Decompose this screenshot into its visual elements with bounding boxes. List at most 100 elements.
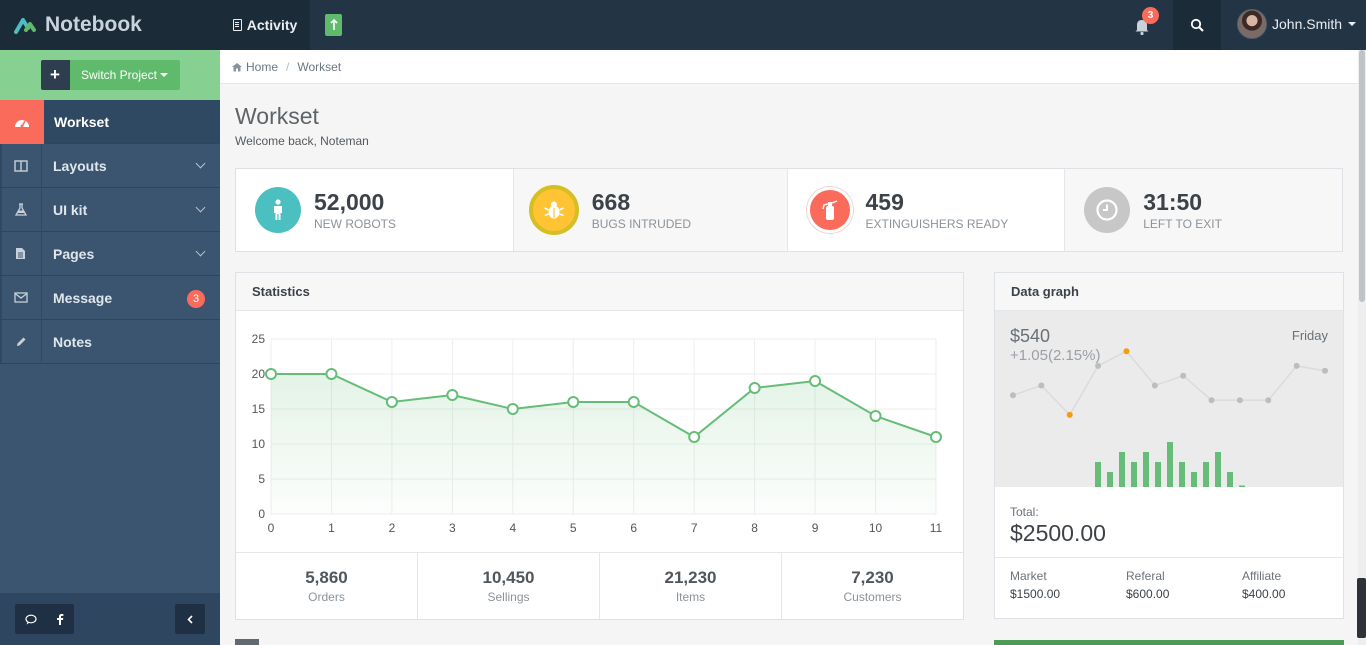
bar (1179, 462, 1185, 487)
data-point (265, 368, 277, 380)
caret-down-icon (1348, 22, 1357, 26)
breadcrumb: Home / Workset (220, 50, 1358, 84)
bar (1191, 472, 1197, 487)
sidebar-item-notes[interactable]: Notes (0, 319, 220, 364)
day-label: Friday (1291, 328, 1328, 343)
search-icon (1190, 18, 1204, 32)
stat-value: 459 (865, 188, 904, 215)
book-icon (232, 19, 242, 31)
total-label: Total: (1010, 505, 1039, 519)
sidebar-item-pages[interactable]: Pages (0, 231, 220, 276)
upload-button[interactable] (325, 14, 342, 36)
items-value: 21,230 (664, 568, 717, 587)
x-tick-label: 3 (449, 521, 456, 535)
affiliate-label: Affiliate (1242, 569, 1282, 583)
bug-icon (528, 185, 579, 235)
notebook-logo-icon (14, 18, 36, 34)
sparkline-point (1123, 348, 1130, 355)
y-tick-label: 10 (252, 437, 266, 451)
stats-row: 52,000 NEW ROBOTS 668 BUGS INTRUDED 459 … (235, 168, 1343, 252)
page-scrollbar[interactable] (1358, 50, 1366, 645)
comment-icon[interactable] (25, 614, 37, 625)
stat-value: 52,000 (314, 188, 385, 215)
price-value: $540 (1010, 326, 1051, 346)
bar (1119, 452, 1125, 487)
sidebar-footer (0, 593, 220, 645)
activity-menu[interactable]: Activity (220, 0, 310, 50)
sidebar-item-label: Notes (53, 333, 92, 350)
switch-project-button[interactable]: + Switch Project (40, 60, 180, 90)
customers-value: 7,230 (851, 568, 894, 587)
sparkline-point (1038, 382, 1045, 389)
page-subtitle: Welcome back, Noteman (235, 134, 369, 148)
sidebar-item-workset[interactable]: Workset (0, 99, 220, 144)
x-tick-label: 7 (691, 521, 698, 535)
stat-label: EXTINGUISHERS READY (865, 216, 1009, 231)
message-count-badge: 3 (187, 290, 205, 308)
market-value: $1500.00 (1010, 587, 1061, 601)
user-menu[interactable]: John.Smith (1237, 9, 1357, 39)
data-graph-title: Data graph (995, 273, 1343, 311)
sparkline-point (1265, 397, 1272, 404)
sparkline-point (1066, 411, 1073, 418)
search-button[interactable] (1173, 0, 1221, 50)
stat-extinguishers-ready: 459 EXTINGUISHERS READY (788, 169, 1066, 251)
bar (1227, 472, 1233, 487)
stat-bugs-intruded: 668 BUGS INTRUDED (513, 169, 788, 251)
sidebar-item-layouts[interactable]: Layouts (0, 143, 220, 188)
notification-badge: 3 (1142, 7, 1159, 24)
user-name: John.Smith (1272, 16, 1343, 32)
flask-icon (0, 187, 42, 232)
data-point (688, 431, 701, 443)
total-value: $2500.00 (1010, 520, 1106, 546)
bell-icon[interactable] (1130, 14, 1154, 38)
plus-icon[interactable]: + (40, 60, 70, 90)
orders-label: Orders (308, 590, 345, 604)
envelope-icon (0, 275, 42, 320)
x-tick-label: 1 (328, 521, 335, 535)
price-change: +1.05(2.15%) (1010, 347, 1101, 364)
scrollbar-thumb[interactable] (1359, 50, 1365, 302)
sidebar-item-message[interactable]: Message 3 (0, 275, 220, 320)
sidebar-item-label: Layouts (53, 157, 107, 174)
switch-project-area: + Switch Project (0, 50, 220, 100)
switch-project-dropdown[interactable]: Switch Project (69, 60, 180, 90)
stat-value: 668 (591, 188, 631, 215)
sidebar-item-ui-kit[interactable]: UI kit (0, 187, 220, 232)
sparkline-point (1095, 362, 1102, 369)
page-title: Workset (235, 103, 319, 129)
facebook-icon[interactable] (56, 613, 64, 625)
pencil-icon (0, 319, 42, 364)
sidebar-item-label: Message (53, 289, 113, 306)
top-navbar: Notebook Activity 3 John.Smith (0, 0, 1366, 50)
switch-project-label: Switch Project (80, 68, 158, 82)
sparkline-point (1180, 372, 1187, 379)
x-tick-label: 6 (630, 521, 637, 535)
data-point (809, 375, 822, 387)
sidebar-item-label: Pages (53, 245, 95, 262)
data-point (930, 431, 942, 443)
data-point (325, 368, 338, 380)
stat-label: NEW ROBOTS (314, 216, 397, 231)
brand[interactable]: Notebook (0, 0, 220, 50)
chevron-down-icon (195, 246, 206, 257)
collapse-sidebar-button[interactable] (175, 604, 205, 634)
breadcrumb-home[interactable]: Home (246, 59, 279, 74)
x-tick-label: 10 (869, 521, 883, 535)
next-panel-header-edge (994, 640, 1344, 645)
sparkline-point (1322, 367, 1328, 374)
sparkline-line (1012, 350, 1326, 417)
clock-icon (1084, 187, 1131, 233)
file-icon (0, 231, 42, 276)
bar (1155, 462, 1161, 487)
sidebar-item-label: Workset (54, 113, 109, 130)
app-title: Notebook (45, 13, 142, 36)
stat-value: 31:50 (1143, 188, 1203, 215)
breadcrumb-current: Workset (297, 59, 342, 74)
bar (1131, 462, 1137, 487)
caret-down-icon (160, 73, 169, 77)
data-point (627, 396, 640, 408)
data-graph-chart-area: $540 +1.05(2.15%) Friday (995, 311, 1343, 487)
sparkline-point (1293, 362, 1300, 369)
chevron-down-icon (195, 158, 206, 169)
